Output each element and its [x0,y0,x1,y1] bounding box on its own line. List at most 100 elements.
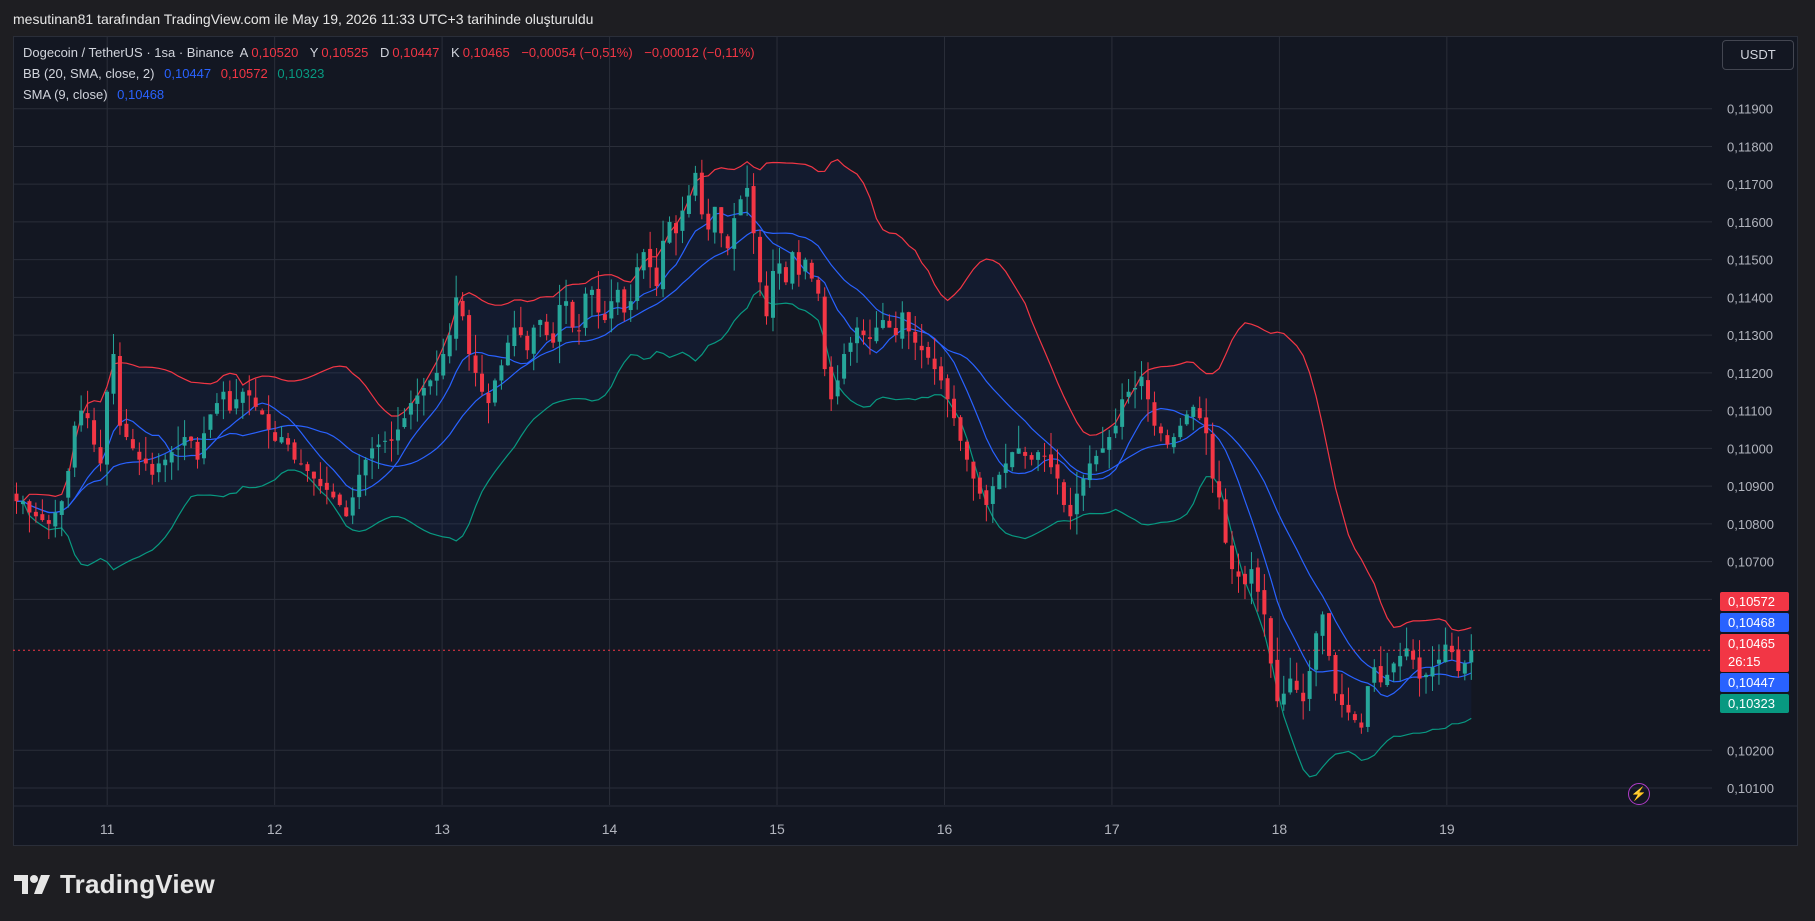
candle [117,342,122,435]
candle-body [577,330,582,332]
candle [428,379,433,395]
candle [654,248,659,297]
candle-body [40,514,45,521]
candle [1049,432,1054,475]
candle [331,483,336,500]
high-value: 0,10525 [321,45,369,60]
change-value-2: −0,00012 (−0,11%) [644,45,755,60]
candle [1036,450,1041,472]
candle-body [20,501,25,505]
sma-indicator-label[interactable]: SMA (9, close) [23,87,108,102]
candle-body [214,403,219,414]
y-tick-label: 0,11000 [1727,441,1773,456]
candle-body [234,399,239,409]
candle [557,284,562,364]
candle-body [1087,463,1092,481]
candle [1042,442,1047,472]
candle-body [770,270,775,318]
low-value: 0,10447 [392,45,440,60]
candle-body [538,320,543,325]
candle [835,365,840,405]
candle-body [1217,481,1222,498]
candle [486,383,491,424]
candle-body [1424,674,1429,678]
chart-panel[interactable] [13,36,1798,846]
candle [124,408,129,441]
candle [952,385,957,426]
candle [279,425,284,444]
candle-body [505,342,510,366]
symbol-name[interactable]: Dogecoin / TetherUS · 1sa · Binance [23,45,234,60]
candle-body [1191,406,1196,417]
candle-body [531,327,536,354]
candle-body [415,395,420,404]
candle-body [1281,693,1286,705]
candle [1275,637,1280,708]
candle [848,336,853,366]
candle [1204,398,1209,455]
footer-brand[interactable]: TradingView [14,866,215,902]
last-price-badge: 0,10465 26:15 [1720,634,1789,672]
candle [906,311,911,350]
candle [861,319,866,345]
candle-body [557,304,562,342]
candle-body [1074,493,1079,515]
candle-body [1411,650,1416,660]
candle-body [318,478,323,487]
candle-body [266,414,271,430]
candle [505,335,510,366]
candle-body [686,195,691,214]
bb-indicator-label[interactable]: BB (20, SMA, close, 2) [23,66,155,81]
bollinger-upper-line [16,158,1472,632]
candle-body [492,380,497,403]
candle [1023,446,1028,469]
candle-body [344,507,349,517]
candle-body [1346,704,1351,713]
candle [227,380,232,414]
candle [344,500,349,517]
candle-body [473,355,478,373]
open-label: A [239,45,249,60]
candle [564,279,569,325]
candle [1391,661,1396,682]
candle [1230,531,1235,584]
candle [712,206,717,244]
bb-lower-value: 0,10323 [277,66,325,81]
candle [1184,410,1189,426]
candle-body [163,459,168,466]
candle [473,334,478,387]
y-tick-label: 0,11400 [1727,290,1773,305]
candle [305,461,310,482]
candle-body [919,345,924,351]
candle [421,377,426,416]
candle [1320,611,1325,655]
candle-body [1327,613,1332,656]
candle [1314,631,1319,687]
candle-body [758,236,763,283]
candle [201,416,206,465]
candle-body [777,263,782,274]
candle [240,388,245,419]
candle-body [370,448,375,459]
candle [1359,713,1364,734]
candle-body [1391,663,1396,673]
candle [1120,383,1125,440]
candle-body [260,410,265,415]
candle-body [201,433,206,459]
currency-button[interactable]: USDT [1722,40,1794,70]
candle-body [27,501,32,513]
candle [977,472,982,500]
candle [628,284,633,322]
candle-body [1255,567,1260,592]
candle [816,277,821,302]
candle [46,514,51,540]
candle [182,420,187,461]
candle-body [887,320,892,328]
candle-body [434,372,439,381]
lightning-icon[interactable]: ⚡ [1628,783,1650,805]
candle [499,359,504,390]
candle [1398,642,1403,681]
candle-body [1016,448,1021,454]
x-tick-label: 19 [1439,821,1455,837]
